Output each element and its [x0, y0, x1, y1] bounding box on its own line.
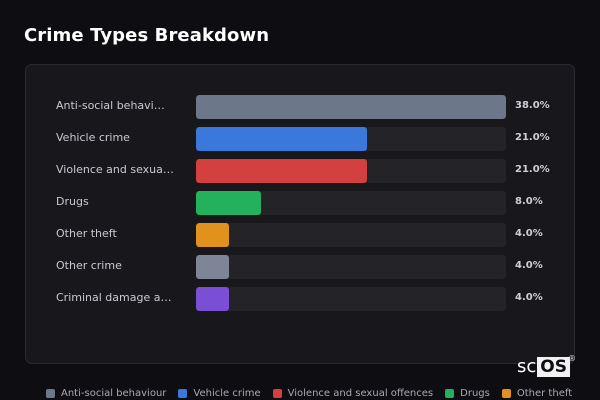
legend-item[interactable]: Drugs — [445, 388, 490, 399]
legend-label: Anti-social behaviour — [61, 387, 167, 399]
bar[interactable] — [196, 95, 506, 119]
legend-swatch — [178, 388, 188, 398]
bar-value-label: 38.0% — [515, 100, 550, 111]
legend-swatch — [501, 388, 511, 398]
logo-prefix: sc — [517, 356, 537, 377]
bar-value-label: 21.0% — [515, 164, 550, 175]
bar-row: Anti-social behavi… 38.0% — [26, 95, 574, 119]
bar[interactable] — [196, 287, 229, 311]
bar[interactable] — [196, 127, 367, 151]
bar-track — [196, 95, 506, 119]
bar-track — [196, 191, 506, 215]
bar-label: Other theft — [56, 227, 117, 240]
bar-value-label: 4.0% — [515, 228, 543, 239]
legend-swatch — [445, 388, 455, 398]
legend-label: Other theft — [516, 387, 573, 399]
legend-item[interactable]: Anti-social behaviour — [46, 388, 166, 399]
bar-label: Other crime — [56, 259, 122, 272]
legend-item[interactable]: Other theft — [501, 387, 573, 399]
bar-track — [196, 127, 506, 151]
chart-legend: Anti-social behaviour Vehicle crime Violen… — [46, 386, 584, 400]
legend-item[interactable]: Vehicle crime — [178, 387, 261, 399]
bar-row: Violence and sexua… 21.0% — [26, 159, 574, 183]
legend-label: Vehicle crime — [193, 387, 261, 399]
bar-label: Anti-social behavi… — [56, 99, 165, 112]
bar-row: Vehicle crime 21.0% — [26, 127, 574, 151]
bar-track — [196, 255, 506, 279]
bar-label: Violence and sexua… — [56, 163, 174, 176]
bar-track — [196, 287, 506, 311]
chart-card: Anti-social behavi… 38.0% Vehicle crime 21.… — [25, 64, 575, 364]
bar-row: Criminal damage an… 4.0% — [26, 287, 574, 311]
bar-track — [196, 159, 506, 183]
bar-value-label: 4.0% — [515, 260, 543, 271]
bar[interactable] — [196, 191, 261, 215]
bar-row: Other crime 4.0% — [26, 255, 574, 279]
bar-row: Drugs 8.0% — [26, 191, 574, 215]
bar-track — [196, 223, 506, 247]
chart-title: Crime Types Breakdown — [24, 25, 270, 46]
bar-value-label: 4.0% — [515, 292, 543, 303]
bar-label: Drugs — [56, 195, 89, 208]
legend-label: Drugs — [460, 387, 490, 399]
legend-item[interactable]: Violence and sexual offences — [272, 387, 434, 399]
bar-label: Vehicle crime — [56, 131, 130, 144]
bar[interactable] — [196, 255, 229, 279]
legend-label: Violence and sexual offences — [287, 387, 434, 399]
logo-registered-mark: ® — [567, 354, 576, 363]
bar-value-label: 8.0% — [515, 196, 543, 207]
bar-value-label: 21.0% — [515, 132, 550, 143]
bar[interactable] — [196, 223, 229, 247]
legend-swatch — [272, 388, 282, 398]
logo-boxed: OS — [537, 356, 570, 377]
bar[interactable] — [196, 159, 367, 183]
bar-label: Criminal damage an… — [56, 291, 174, 304]
legend-swatch — [46, 388, 55, 398]
bar-row: Other theft 4.0% — [26, 223, 574, 247]
scos-logo: sc OS ® — [517, 354, 576, 377]
